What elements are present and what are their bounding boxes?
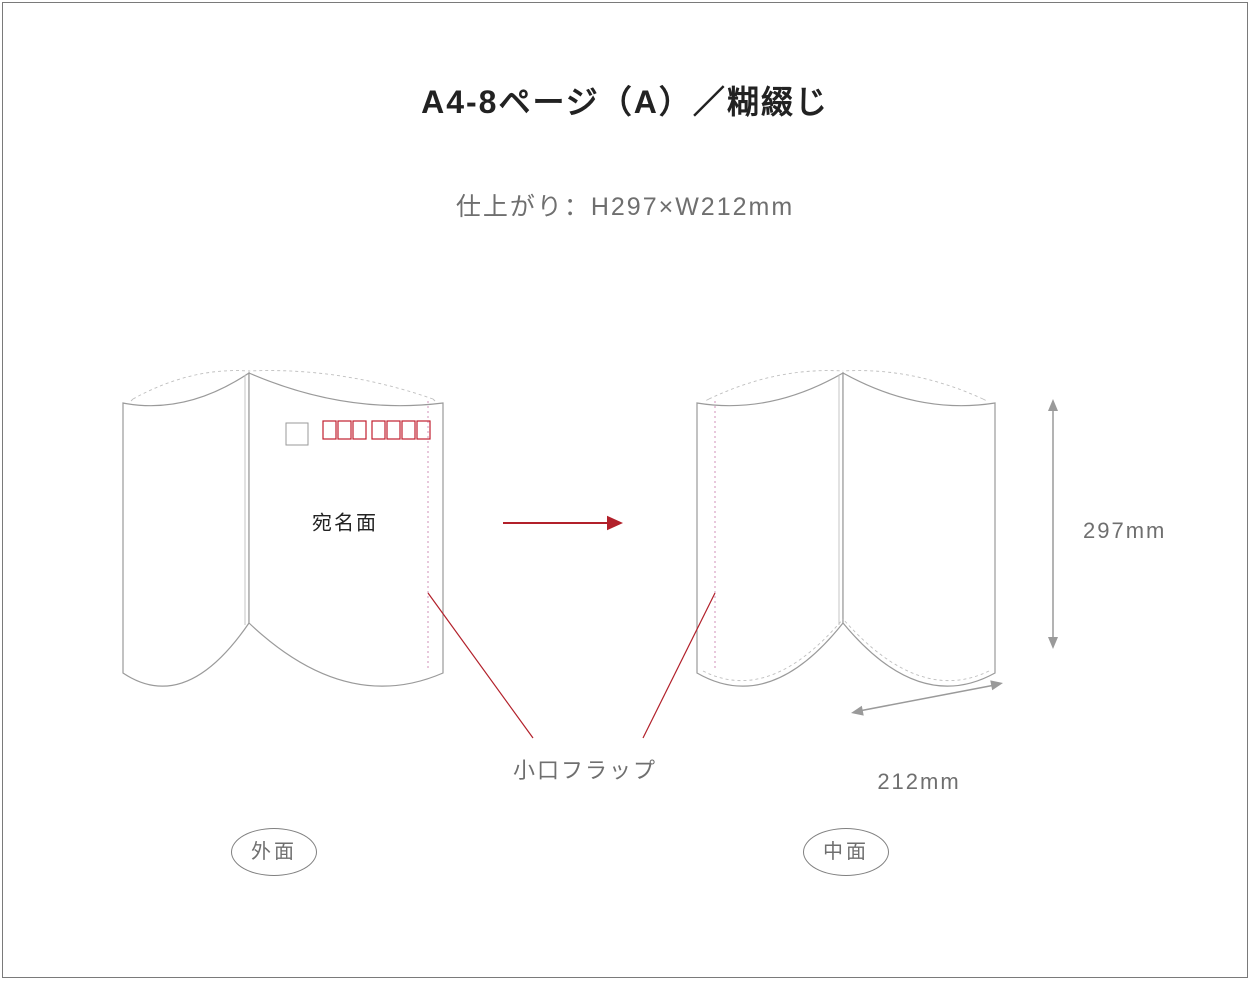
outer-face-badge: 外面 [231, 828, 317, 876]
diagram-frame: A4-8ページ（A）／糊綴じ 仕上がり：H297×W212mm 宛名面 小口フラ… [2, 2, 1248, 978]
width-dimension-label: 212mm [877, 769, 960, 795]
width-dimension-text: 212mm [877, 769, 960, 794]
outer-face-text: 外面 [251, 841, 297, 863]
flap-label: 小口フラップ [513, 753, 657, 785]
height-dimension-text: 297mm [1083, 518, 1166, 543]
inner-face-text: 中面 [823, 841, 869, 863]
booklet-diagram [3, 3, 1249, 979]
height-dimension-label: 297mm [1083, 518, 1166, 544]
address-face-text: 宛名面 [312, 513, 378, 535]
flap-text: 小口フラップ [513, 758, 657, 783]
address-face-label: 宛名面 [312, 507, 378, 536]
inner-face-badge: 中面 [803, 828, 889, 876]
